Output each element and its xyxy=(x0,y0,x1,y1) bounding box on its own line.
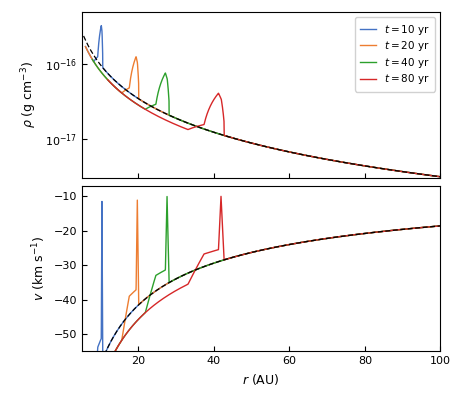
$t = 10$ yr xyxy=(393,168,398,173)
$t = 10$ yr xyxy=(234,137,240,142)
X-axis label: $r$ (AU): $r$ (AU) xyxy=(242,372,280,387)
$t = 80$ yr xyxy=(143,107,148,112)
$t = 20$ yr xyxy=(392,168,398,173)
$t = 80$ yr xyxy=(163,118,168,122)
$t = 80$ yr xyxy=(105,78,110,82)
$t = 20$ yr xyxy=(123,87,128,92)
$t = 20$ yr xyxy=(431,173,436,178)
$t = 40$ yr xyxy=(129,99,135,103)
Line: $t = 10$ yr: $t = 10$ yr xyxy=(85,25,440,177)
$t = 10$ yr xyxy=(431,173,436,178)
$t = 10$ yr xyxy=(83,44,88,49)
$t = 20$ yr xyxy=(83,44,88,49)
$t = 20$ yr xyxy=(438,174,443,179)
Line: $t = 40$ yr: $t = 40$ yr xyxy=(93,60,440,177)
$t = 20$ yr xyxy=(234,137,240,142)
$t = 20$ yr xyxy=(144,101,150,106)
Line: $t = 20$ yr: $t = 20$ yr xyxy=(85,46,440,177)
$t = 10$ yr xyxy=(438,174,443,179)
$t = 40$ yr xyxy=(150,103,156,108)
$t = 20$ yr xyxy=(219,132,224,137)
$t = 10$ yr xyxy=(219,132,224,137)
Legend: $t = 10$ yr, $t = 20$ yr, $t = 40$ yr, $t = 80$ yr: $t = 10$ yr, $t = 20$ yr, $t = 40$ yr, $… xyxy=(355,17,435,92)
$t = 80$ yr xyxy=(395,168,401,173)
$t = 80$ yr xyxy=(247,140,252,145)
$t = 10$ yr xyxy=(99,23,104,28)
$t = 10$ yr xyxy=(123,88,129,93)
$t = 80$ yr xyxy=(232,136,238,141)
$t = 80$ yr xyxy=(438,174,443,179)
$t = 40$ yr xyxy=(431,173,436,178)
Y-axis label: $v$ (km s$^{-1}$): $v$ (km s$^{-1}$) xyxy=(30,236,48,301)
$t = 40$ yr xyxy=(90,57,95,62)
$t = 40$ yr xyxy=(438,174,443,179)
$t = 80$ yr xyxy=(431,173,437,178)
Line: $t = 80$ yr: $t = 80$ yr xyxy=(108,80,440,177)
$t = 40$ yr xyxy=(223,134,228,139)
$t = 10$ yr xyxy=(144,101,150,106)
Y-axis label: $\rho$ (g cm$^{-3}$): $\rho$ (g cm$^{-3}$) xyxy=(20,61,39,128)
$t = 40$ yr xyxy=(238,138,244,143)
$t = 40$ yr xyxy=(393,168,399,173)
